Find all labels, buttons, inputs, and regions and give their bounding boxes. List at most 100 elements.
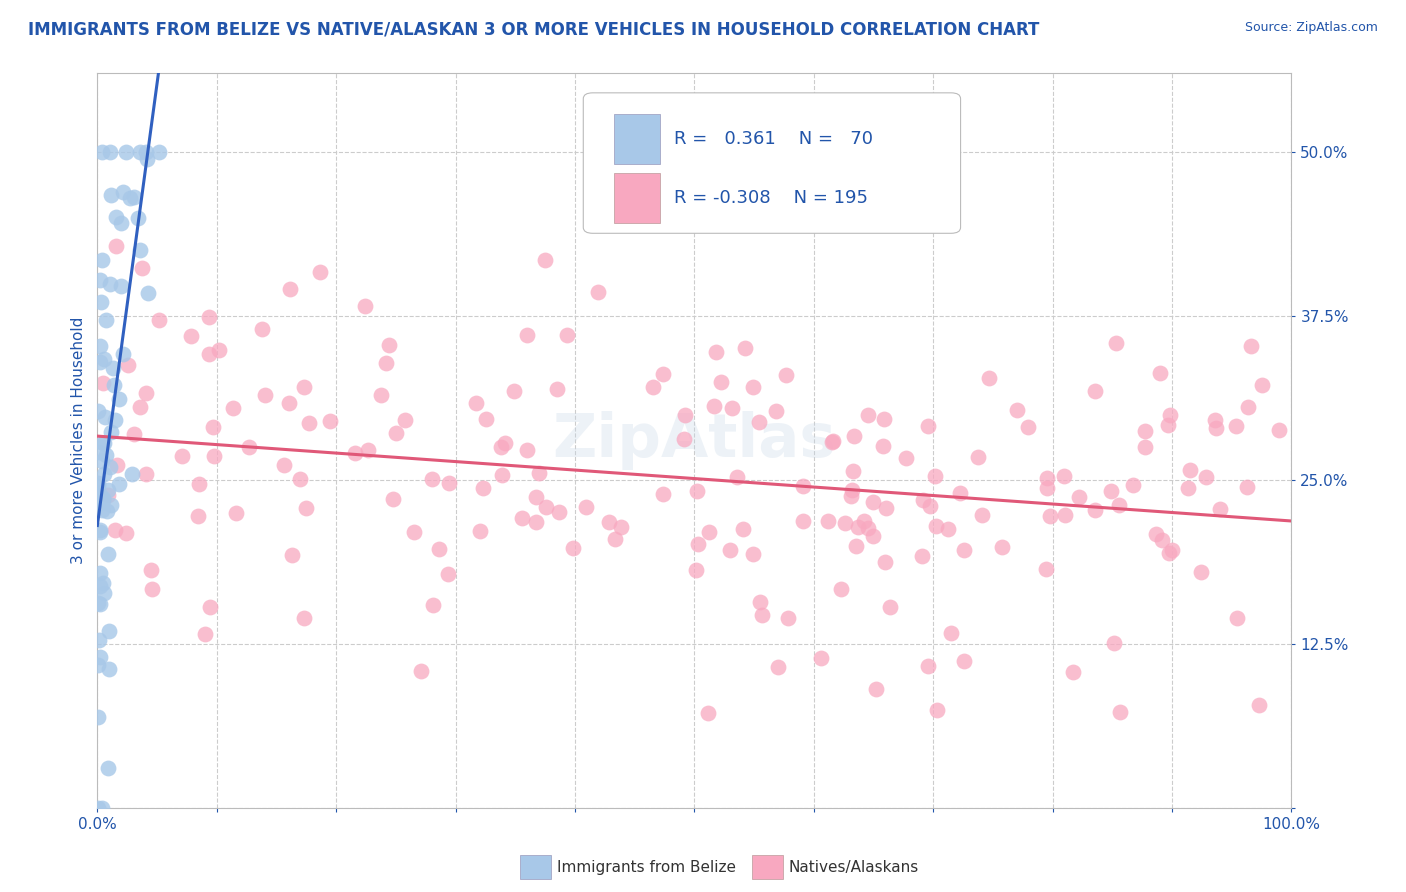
Point	[319, 414, 342, 428]
Point	[911, 549, 934, 564]
Point	[821, 434, 844, 448]
Point	[141, 563, 163, 577]
Point	[751, 607, 773, 622]
Point	[1109, 705, 1132, 719]
Point	[122, 426, 145, 441]
Point	[121, 467, 143, 481]
Text: R =   0.361    N =   70: R = 0.361 N = 70	[673, 130, 873, 148]
Point	[725, 470, 748, 484]
Point	[792, 514, 814, 528]
Point	[575, 500, 598, 514]
Point	[385, 426, 408, 441]
Point	[1161, 543, 1184, 558]
Point	[87, 657, 110, 672]
Point	[841, 483, 863, 497]
Point	[862, 529, 884, 543]
Point	[86, 710, 108, 724]
Point	[136, 153, 159, 167]
Point	[281, 549, 304, 563]
Point	[598, 515, 620, 529]
Point	[198, 347, 221, 361]
Point	[1226, 611, 1249, 625]
Point	[118, 191, 141, 205]
Point	[685, 563, 707, 577]
Point	[720, 401, 742, 415]
Point	[703, 399, 725, 413]
Point	[489, 440, 512, 454]
Point	[89, 579, 111, 593]
Point	[1017, 419, 1039, 434]
Point	[1268, 423, 1291, 437]
Point	[875, 501, 897, 516]
Point	[1102, 636, 1125, 650]
Point	[91, 252, 114, 267]
Point	[1177, 481, 1199, 495]
Point	[912, 493, 935, 508]
Point	[292, 380, 315, 394]
Point	[918, 500, 941, 514]
Point	[512, 511, 534, 525]
Point	[90, 454, 112, 468]
Point	[115, 526, 138, 541]
Point	[141, 582, 163, 596]
Point	[977, 371, 1000, 385]
Point	[1099, 483, 1122, 498]
Point	[879, 600, 901, 615]
Point	[710, 375, 733, 389]
Point	[1108, 498, 1130, 512]
Point	[148, 145, 170, 159]
Point	[225, 506, 247, 520]
Point	[309, 265, 332, 279]
Point	[643, 380, 665, 394]
Point	[194, 627, 217, 641]
Point	[110, 278, 132, 293]
Point	[953, 542, 976, 557]
Point	[697, 525, 720, 540]
Text: Natives/Alaskans: Natives/Alaskans	[789, 860, 920, 874]
Point	[1062, 665, 1084, 679]
Point	[1035, 481, 1057, 495]
Point	[936, 522, 959, 536]
Point	[652, 487, 675, 501]
Text: ZipAtlas: ZipAtlas	[553, 411, 837, 470]
Point	[924, 469, 946, 483]
Point	[1247, 698, 1270, 712]
Point	[273, 458, 295, 472]
Point	[394, 413, 416, 427]
Point	[122, 190, 145, 204]
Bar	[614, 173, 659, 223]
Point	[865, 681, 887, 696]
Point	[1005, 403, 1028, 417]
Point	[917, 419, 939, 434]
Point	[1204, 413, 1226, 427]
Point	[991, 541, 1014, 555]
Point	[87, 486, 110, 500]
Point	[97, 662, 120, 676]
Point	[93, 467, 115, 482]
Point	[127, 211, 149, 225]
Point	[238, 440, 260, 454]
Bar	[614, 114, 659, 164]
Point	[1237, 400, 1260, 414]
Point	[464, 395, 486, 409]
Point	[1240, 339, 1263, 353]
Point	[357, 442, 380, 457]
Point	[87, 476, 110, 491]
Point	[555, 328, 578, 343]
Point	[294, 500, 316, 515]
Point	[292, 611, 315, 625]
Point	[546, 382, 568, 396]
Point	[548, 505, 571, 519]
Point	[1157, 546, 1180, 560]
Point	[651, 367, 673, 381]
Point	[222, 401, 245, 415]
Point	[562, 541, 585, 555]
Point	[90, 294, 112, 309]
Point	[810, 651, 832, 665]
Point	[202, 450, 225, 464]
Point	[429, 541, 451, 556]
Point	[98, 460, 121, 475]
Point	[875, 556, 897, 570]
Point	[136, 285, 159, 300]
Point	[1178, 463, 1201, 477]
